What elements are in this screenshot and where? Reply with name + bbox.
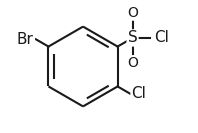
Text: Cl: Cl <box>154 30 169 45</box>
Text: Cl: Cl <box>132 86 147 101</box>
Text: S: S <box>128 30 137 45</box>
Text: Br: Br <box>17 32 34 47</box>
Text: O: O <box>127 56 138 70</box>
Text: O: O <box>127 6 138 20</box>
